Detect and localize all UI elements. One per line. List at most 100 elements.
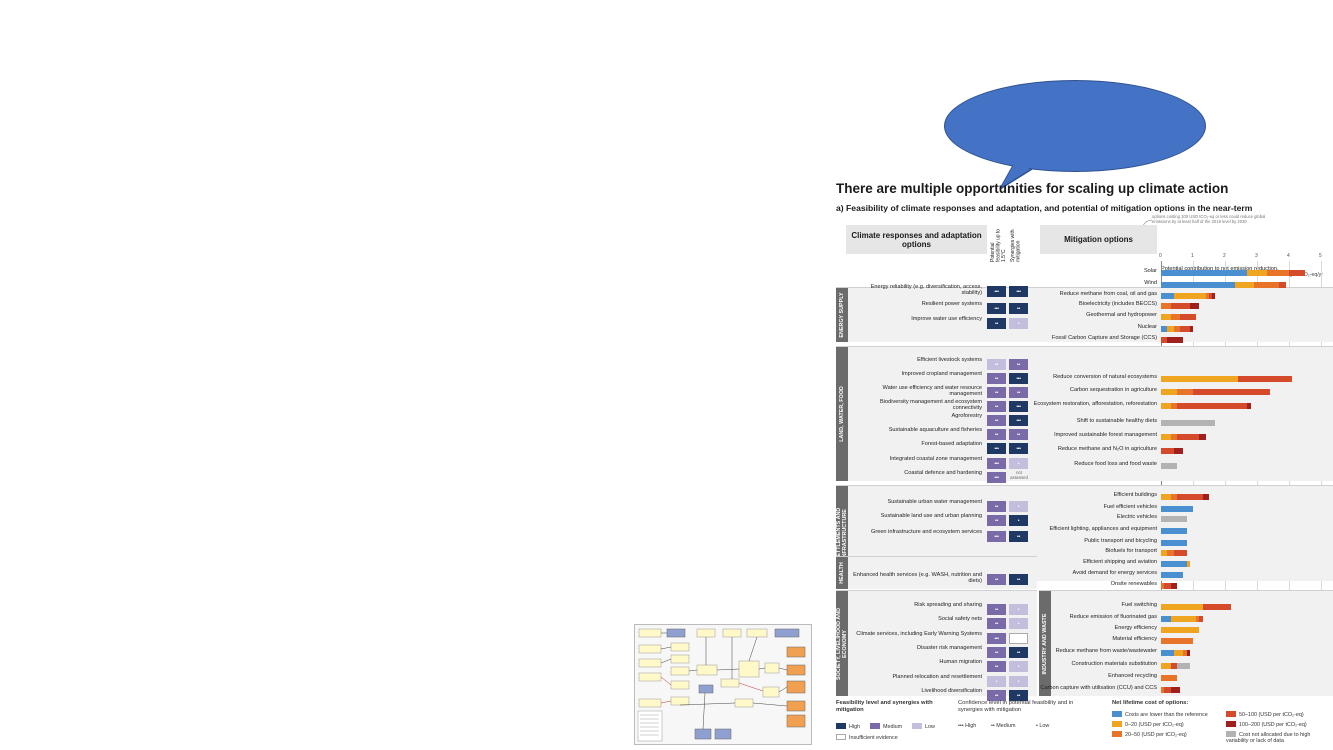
mitigation-bar-segment xyxy=(1183,650,1187,656)
legend-cost-swatch xyxy=(1112,711,1122,717)
adaptation-option-label: Livelihood diversification xyxy=(921,688,982,694)
feasibility-cell: • xyxy=(987,676,1006,687)
mitigation-bar-segment xyxy=(1170,616,1197,622)
feasibility-cell: •• xyxy=(987,429,1006,440)
adaptation-option-label: Enhanced health services (e.g. WASH, nut… xyxy=(853,572,982,584)
mitigation-option-label: Reduce conversion of natural ecosystems xyxy=(1053,374,1157,380)
mitigation-bar-segment xyxy=(1161,337,1168,343)
feasibility-cell: ••• xyxy=(987,303,1006,314)
synergy-cell: ••• xyxy=(1009,443,1028,454)
mitigation-option-label: Bioelectricity (includes BECCS) xyxy=(1078,301,1157,307)
feasibility-cell: •• xyxy=(987,515,1006,526)
adaptation-option-label: Sustainable land use and urban planning xyxy=(880,513,982,519)
mitigation-bar-segment xyxy=(1202,494,1209,500)
adaptation-option-label: Risk spreading and sharing xyxy=(914,602,982,608)
mitigation-option-label: Efficient shipping and aviation xyxy=(1083,559,1157,565)
section-label-land: LAND, WATER, FOOD xyxy=(836,347,848,481)
section-energy-supply: ENERGY SUPPLY xyxy=(836,287,1333,342)
mitigation-bar-segment xyxy=(1199,616,1203,622)
mitigation-bar-segment xyxy=(1161,650,1174,656)
mitigation-option-label: Ecosystem restoration, afforestation, re… xyxy=(1033,401,1157,407)
mitigation-bar-segment xyxy=(1161,303,1171,309)
mitigation-bar-segment xyxy=(1196,616,1200,622)
section-label-society: SOCIETY, LIVELIHOOD AND ECONOMY xyxy=(836,591,848,696)
synergy-cell: •• xyxy=(1009,647,1028,658)
section-land-water-food: LAND, WATER, FOOD xyxy=(836,346,1333,481)
mitigation-option-label: Public transport and bicycling xyxy=(1084,538,1157,544)
mitigation-bar-segment xyxy=(1170,403,1177,409)
mitigation-option-label: Carbon sequestration in agriculture xyxy=(1069,387,1157,393)
feasibility-cell: •• xyxy=(987,501,1006,512)
feasibility-cell: ••• xyxy=(987,531,1006,542)
mitigation-bar-segment xyxy=(1170,314,1181,320)
feasibility-cell: ••• xyxy=(987,443,1006,454)
synergy-cell: •• xyxy=(1009,303,1028,314)
feasibility-cell: •• xyxy=(987,415,1006,426)
mitigation-bar-segment xyxy=(1161,675,1177,681)
mitigation-option-label: Geothermal and hydropower xyxy=(1086,312,1157,318)
mitigation-bar-segment xyxy=(1247,403,1251,409)
adaptation-option-label: Green infrastructure and ecosystem servi… xyxy=(871,529,982,535)
speech-bubble-callout[interactable] xyxy=(944,80,1206,190)
mitigation-bar-segment xyxy=(1202,604,1232,610)
mitigation-bar-segment xyxy=(1177,434,1200,440)
mitigation-option-label: Efficient lighting, appliances and equip… xyxy=(1049,526,1158,532)
legend-insufficient: Insufficient evidence xyxy=(836,734,898,741)
mitigation-option-label: Shift to sustainable healthy diets xyxy=(1076,418,1157,424)
mitigation-bar-segment xyxy=(1161,376,1238,382)
mitigation-bar-segment xyxy=(1161,293,1174,299)
mitigation-bar-segment xyxy=(1164,687,1171,693)
mitigation-bar-segment xyxy=(1177,663,1190,669)
mitigation-bar-segment xyxy=(1173,448,1184,454)
legend-high: High xyxy=(836,723,860,730)
feasibility-cell: •• xyxy=(987,604,1006,615)
mitigation-bar-segment xyxy=(1199,434,1206,440)
mitigation-bar-segment xyxy=(1170,434,1177,440)
not-assessed-label: not assessed xyxy=(1010,470,1028,480)
mitigation-bar-segment xyxy=(1161,434,1171,440)
legend-cost-swatch xyxy=(1226,711,1236,717)
x-tick-label: 2 xyxy=(1223,253,1226,259)
mitigation-option-label: Enhanced recycling xyxy=(1108,673,1157,679)
mitigation-bar-segment xyxy=(1161,494,1171,500)
legend-cost-swatch xyxy=(1112,721,1122,727)
mitigation-option-label: Biofuels for transport xyxy=(1105,548,1157,554)
legend-swatch-insufficient xyxy=(836,734,846,740)
synergy-cell xyxy=(1009,633,1028,644)
legend-cost-swatch xyxy=(1112,731,1122,737)
mitigation-option-label: Fuel efficient vehicles xyxy=(1103,504,1157,510)
legend-cost-swatch xyxy=(1226,731,1236,737)
diagram-thumbnail[interactable] xyxy=(634,624,812,745)
legend-swatch-low xyxy=(912,723,922,729)
infographic-subtitle: a) Feasibility of climate responses and … xyxy=(836,203,1252,213)
mitigation-option-label: Energy efficiency xyxy=(1114,625,1158,631)
mitigation-bar-segment xyxy=(1161,540,1187,546)
mitigation-option-label: Efficient buildings xyxy=(1113,492,1157,498)
mitigation-bar-segment xyxy=(1173,550,1187,556)
mitigation-bar-segment xyxy=(1161,282,1235,288)
mitigation-bar-segment xyxy=(1161,516,1187,522)
feasibility-cell: •• xyxy=(987,359,1006,370)
mitigation-bar-segment xyxy=(1161,420,1216,426)
mitigation-option-label: Reduce methane and N₂O in agriculture xyxy=(1057,446,1157,452)
col-feasibility-header: Potential feasibility up to 1.5°C xyxy=(990,228,1007,262)
mitigation-bar-segment xyxy=(1173,326,1181,332)
mitigation-option-label: Electric vehicles xyxy=(1116,514,1157,520)
legend-medium: Medium xyxy=(870,723,902,730)
feasibility-cell: •• xyxy=(987,647,1006,658)
legend-cost-item: Costs are lower than the reference xyxy=(1112,711,1208,718)
contribution-label-text: Potential contribution to net emission r… xyxy=(1161,266,1279,272)
feasibility-cell: •• xyxy=(987,373,1006,384)
mitigation-bar-segment xyxy=(1189,326,1193,332)
synergy-cell: •• xyxy=(1009,574,1028,585)
mitigation-option-label: Onsite renewables xyxy=(1110,581,1157,587)
mitigation-bar-segment xyxy=(1164,583,1171,589)
mitigation-bar-segment xyxy=(1170,687,1181,693)
synergy-cell: •• xyxy=(1009,690,1028,701)
legend-conf-medium: •• Medium xyxy=(991,723,1016,729)
legend-cost-item: 0–20 (USD per tCO₂-eq) xyxy=(1112,721,1184,728)
mitigation-bar-segment xyxy=(1161,389,1177,395)
mitigation-option-label: Reduce food loss and food waste xyxy=(1074,461,1157,467)
mitigation-option-label: Carbon capture with utilisation (CCU) an… xyxy=(1040,685,1157,691)
mitigation-bar-segment xyxy=(1253,282,1280,288)
